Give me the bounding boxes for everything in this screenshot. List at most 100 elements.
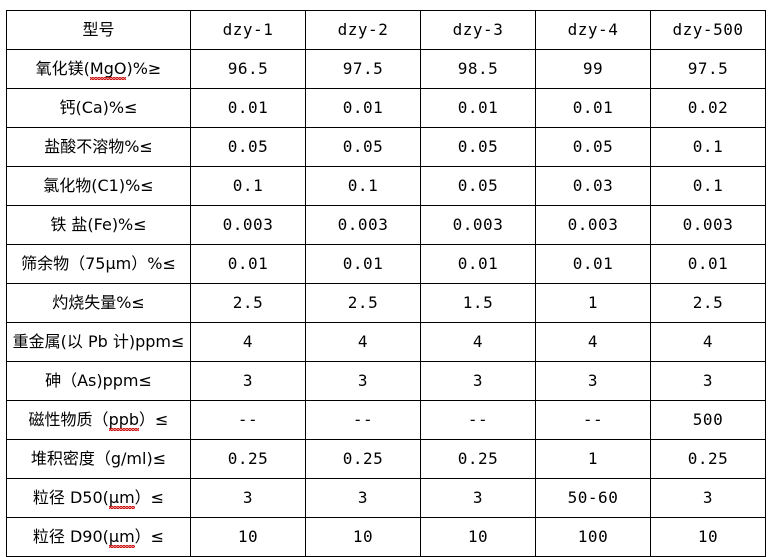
cell-value: 0.05 xyxy=(535,127,651,167)
column-header-dzy-2: dzy-2 xyxy=(305,10,421,50)
cell-value: 500 xyxy=(650,400,766,440)
table-row: 重金属(以 Pb 计)ppm≤ 4 4 4 4 4 xyxy=(6,322,766,362)
cell-value: 3 xyxy=(420,478,536,518)
cell-value: 0.01 xyxy=(190,88,306,128)
table-row: 盐酸不溶物%≤ 0.05 0.05 0.05 0.05 0.1 xyxy=(6,127,766,167)
cell-value: 0.1 xyxy=(650,166,766,206)
column-header-dzy-500: dzy-500 xyxy=(650,10,766,50)
column-header-dzy-1: dzy-1 xyxy=(190,10,306,50)
spellcheck-underline: μm xyxy=(108,527,135,548)
cell-value: 0.05 xyxy=(305,127,421,167)
cell-value: 99 xyxy=(535,49,651,89)
cell-value: 96.5 xyxy=(190,49,306,89)
cell-value: 3 xyxy=(190,478,306,518)
cell-value: 0.01 xyxy=(305,88,421,128)
cell-value: 97.5 xyxy=(305,49,421,89)
cell-value: 2.5 xyxy=(305,283,421,323)
cell-value: 0.01 xyxy=(535,88,651,128)
parameter-label: 粒径 D50(μm）≤ xyxy=(6,478,191,518)
parameter-label: 氧化镁(MgO)%≥ xyxy=(6,49,191,89)
table-row: 铁 盐(Fe)%≤ 0.003 0.003 0.003 0.003 0.003 xyxy=(6,205,766,245)
cell-value: 0.25 xyxy=(420,439,536,479)
parameter-label: 钙(Ca)%≤ xyxy=(6,88,191,128)
spellcheck-underline: ppb xyxy=(108,410,140,431)
cell-value: 0.02 xyxy=(650,88,766,128)
cell-value: 0.1 xyxy=(305,166,421,206)
cell-value: 10 xyxy=(190,517,306,557)
cell-value: 2.5 xyxy=(190,283,306,323)
cell-value: 4 xyxy=(535,322,651,362)
parameter-label: 灼烧失量%≤ xyxy=(6,283,191,323)
cell-value: 0.01 xyxy=(190,244,306,284)
cell-value: 3 xyxy=(190,361,306,401)
cell-value: 10 xyxy=(305,517,421,557)
cell-value: 0.003 xyxy=(650,205,766,245)
table-row: 砷（As)ppm≤ 3 3 3 3 3 xyxy=(6,361,766,401)
cell-value: 1 xyxy=(535,439,651,479)
parameter-label: 砷（As)ppm≤ xyxy=(6,361,191,401)
cell-value: 0.05 xyxy=(420,127,536,167)
cell-value: 97.5 xyxy=(650,49,766,89)
cell-value: 1 xyxy=(535,283,651,323)
cell-value: 1.5 xyxy=(420,283,536,323)
table-header-row: 型号 dzy-1 dzy-2 dzy-3 dzy-4 dzy-500 xyxy=(6,10,766,50)
cell-value: 0.003 xyxy=(420,205,536,245)
spellcheck-underline: μm xyxy=(108,488,135,509)
cell-value: 100 xyxy=(535,517,651,557)
cell-value: 2.5 xyxy=(650,283,766,323)
cell-value: 0.003 xyxy=(305,205,421,245)
cell-value: 3 xyxy=(305,478,421,518)
parameter-label: 磁性物质（ppb）≤ xyxy=(6,400,191,440)
table-row: 氯化物(C1)%≤ 0.1 0.1 0.05 0.03 0.1 xyxy=(6,166,766,206)
cell-value: 10 xyxy=(650,517,766,557)
table-body: 型号 dzy-1 dzy-2 dzy-3 dzy-4 dzy-500 氧化镁(MgO)%≥ 9… xyxy=(6,10,766,557)
cell-value: 0.01 xyxy=(420,244,536,284)
cell-value: 3 xyxy=(420,361,536,401)
cell-value: -- xyxy=(305,400,421,440)
cell-value: 0.05 xyxy=(190,127,306,167)
cell-value: 4 xyxy=(420,322,536,362)
spellcheck-underline: MgO xyxy=(89,59,127,80)
table-row: 氧化镁(MgO)%≥ 96.5 97.5 98.5 99 97.5 xyxy=(6,49,766,89)
column-header-dzy-4: dzy-4 xyxy=(535,10,651,50)
parameter-label: 堆积密度（g/ml)≤ xyxy=(6,439,191,479)
cell-value: 0.03 xyxy=(535,166,651,206)
cell-value: 0.01 xyxy=(305,244,421,284)
parameter-label: 重金属(以 Pb 计)ppm≤ xyxy=(6,322,191,362)
cell-value: -- xyxy=(420,400,536,440)
cell-value: -- xyxy=(190,400,306,440)
table-row: 筛余物（75μm）%≤ 0.01 0.01 0.01 0.01 0.01 xyxy=(6,244,766,284)
cell-value: 3 xyxy=(650,478,766,518)
cell-value: 4 xyxy=(305,322,421,362)
table-row: 粒径 D50(μm）≤ 3 3 3 50-60 3 xyxy=(6,478,766,518)
table-row: 灼烧失量%≤ 2.5 2.5 1.5 1 2.5 xyxy=(6,283,766,323)
cell-value: 3 xyxy=(535,361,651,401)
table-row: 钙(Ca)%≤ 0.01 0.01 0.01 0.01 0.02 xyxy=(6,88,766,128)
cell-value: 0.05 xyxy=(420,166,536,206)
cell-value: 0.01 xyxy=(420,88,536,128)
cell-value: 0.25 xyxy=(190,439,306,479)
cell-value: 0.003 xyxy=(535,205,651,245)
parameter-label: 铁 盐(Fe)%≤ xyxy=(6,205,191,245)
cell-value: 0.1 xyxy=(190,166,306,206)
cell-value: 0.25 xyxy=(650,439,766,479)
parameter-label: 筛余物（75μm）%≤ xyxy=(6,244,191,284)
cell-value: -- xyxy=(535,400,651,440)
table-row: 粒径 D90(μm）≤ 10 10 10 100 10 xyxy=(6,517,766,557)
specification-table: 型号 dzy-1 dzy-2 dzy-3 dzy-4 dzy-500 氧化镁(MgO)%≥ 9… xyxy=(6,10,766,557)
cell-value: 98.5 xyxy=(420,49,536,89)
cell-value: 0.003 xyxy=(190,205,306,245)
cell-value: 0.25 xyxy=(305,439,421,479)
parameter-label: 粒径 D90(μm）≤ xyxy=(6,517,191,557)
cell-value: 0.01 xyxy=(650,244,766,284)
cell-value: 50-60 xyxy=(535,478,651,518)
column-header-dzy-3: dzy-3 xyxy=(420,10,536,50)
table-row: 磁性物质（ppb）≤ -- -- -- -- 500 xyxy=(6,400,766,440)
cell-value: 0.1 xyxy=(650,127,766,167)
cell-value: 3 xyxy=(305,361,421,401)
table-row: 堆积密度（g/ml)≤ 0.25 0.25 0.25 1 0.25 xyxy=(6,439,766,479)
cell-value: 4 xyxy=(190,322,306,362)
cell-value: 0.01 xyxy=(535,244,651,284)
cell-value: 10 xyxy=(420,517,536,557)
